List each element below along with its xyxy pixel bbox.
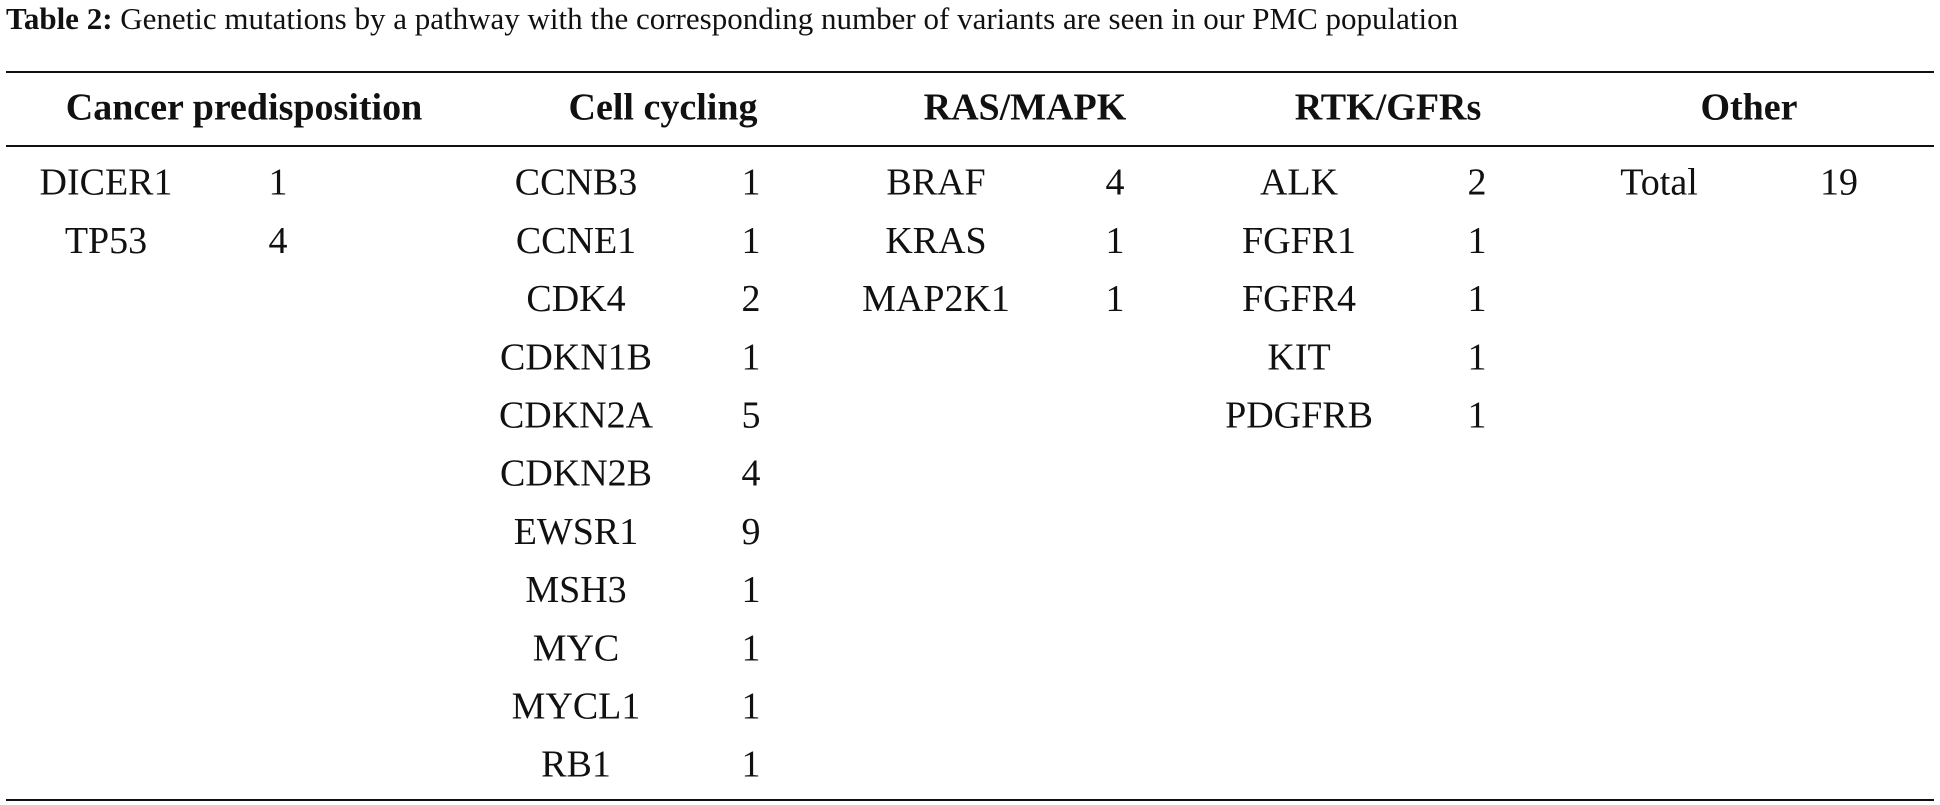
column-header: Cancer predisposition: [66, 87, 422, 129]
caption: Table 2: Genetic mutations by a pathway …: [6, 1, 1459, 36]
variant-count: 19: [1820, 162, 1858, 204]
gene-name: ALK: [1260, 162, 1339, 204]
variant-count: 1: [1468, 336, 1487, 378]
gene-name: BRAF: [886, 162, 985, 204]
variant-count: 2: [742, 278, 761, 320]
variant-count: 1: [1468, 395, 1487, 437]
variant-count: 1: [1468, 278, 1487, 320]
gene-name: MYCL1: [512, 686, 641, 728]
variant-count: 4: [1106, 162, 1125, 204]
gene-name: CDKN1B: [500, 336, 652, 378]
caption-label: Table 2:: [6, 1, 113, 36]
variant-count: 4: [269, 220, 288, 262]
gene-name: RB1: [541, 744, 611, 786]
gene-name: PDGFRB: [1225, 395, 1373, 437]
variant-count: 1: [742, 162, 761, 204]
gene-name: MYC: [533, 627, 620, 669]
gene-name: FGFR1: [1242, 220, 1356, 262]
caption-text: Genetic mutations by a pathway with the …: [120, 1, 1458, 36]
gene-name: CCNE1: [516, 220, 636, 262]
variant-count: 2: [1468, 162, 1487, 204]
gene-name: CDK4: [526, 278, 625, 320]
variant-count: 1: [742, 744, 761, 786]
variant-count: 1: [269, 162, 288, 204]
variant-count: 1: [742, 686, 761, 728]
variant-count: 1: [742, 569, 761, 611]
gene-name: KRAS: [885, 220, 986, 262]
gene-name: TP53: [65, 220, 147, 262]
variant-count: 9: [742, 511, 761, 553]
column-header: Cell cycling: [569, 87, 758, 129]
variant-count: 1: [1106, 278, 1125, 320]
variant-count: 1: [1468, 220, 1487, 262]
column-header: Other: [1700, 87, 1797, 129]
column-header: RAS/MAPK: [924, 87, 1127, 129]
gene-name: CDKN2B: [500, 453, 652, 495]
variant-count: 1: [1106, 220, 1125, 262]
gene-name: DICER1: [40, 162, 173, 204]
gene-name: Total: [1620, 162, 1698, 204]
variant-count: 1: [742, 627, 761, 669]
gene-name: MAP2K1: [862, 278, 1010, 320]
variant-count: 4: [742, 453, 761, 495]
gene-name: MSH3: [525, 569, 626, 611]
gene-name: FGFR4: [1242, 278, 1356, 320]
variant-count: 5: [742, 395, 761, 437]
gene-name: CDKN2A: [499, 395, 654, 437]
gene-name: EWSR1: [514, 511, 639, 553]
gene-name: KIT: [1267, 336, 1330, 378]
column-header: RTK/GFRs: [1295, 87, 1482, 129]
gene-name: CCNB3: [515, 162, 637, 204]
variant-count: 1: [742, 336, 761, 378]
variant-count: 1: [742, 220, 761, 262]
